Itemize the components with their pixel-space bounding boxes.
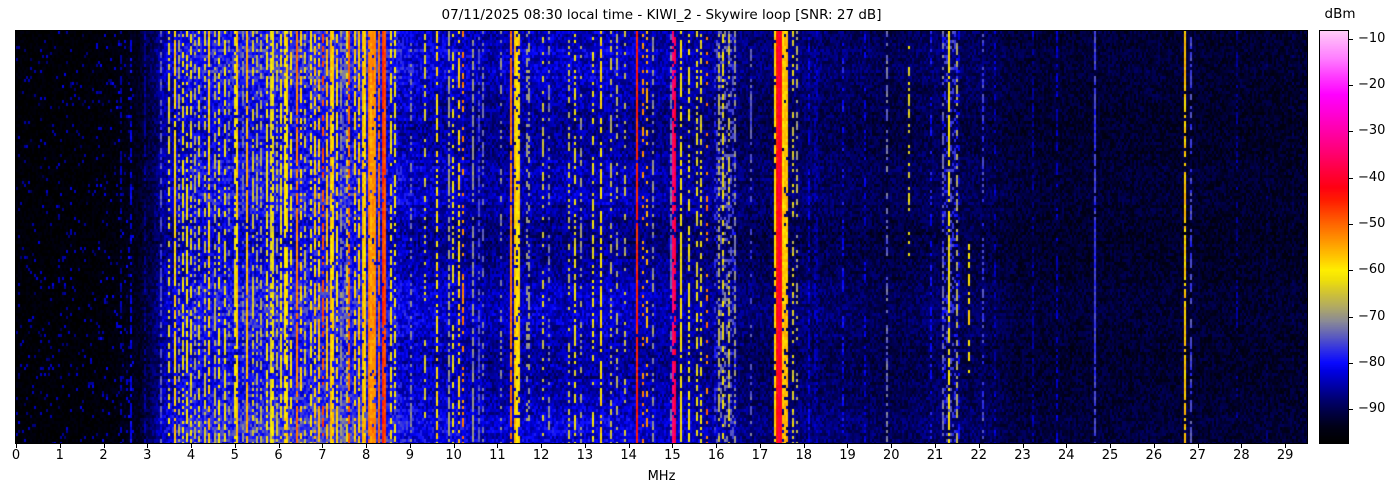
colorbar-tick-mark: [1348, 409, 1353, 411]
colorbar-tick-mark: [1348, 177, 1353, 179]
x-tick-label: 10: [445, 448, 462, 463]
x-tick-label: 21: [926, 448, 944, 463]
x-tick-mark: [1066, 444, 1068, 448]
x-tick-label: 17: [751, 448, 769, 463]
x-tick-label: 24: [1058, 448, 1075, 463]
colorbar-tick-label: −90: [1358, 401, 1386, 417]
x-tick-label: 19: [839, 448, 856, 463]
x-tick-label: 28: [1233, 448, 1250, 463]
x-tick-mark: [16, 444, 17, 448]
x-tick-mark: [147, 444, 149, 448]
x-tick-mark: [322, 444, 324, 448]
colorbar-tick-label: −50: [1358, 216, 1386, 232]
x-tick-label: 11: [489, 448, 506, 463]
spectrogram-canvas: [16, 31, 1307, 443]
x-tick-label: 13: [576, 448, 594, 463]
x-axis-label: MHz: [647, 469, 676, 484]
colorbar-tick-mark: [1348, 270, 1353, 272]
x-tick-label: 22: [970, 448, 988, 463]
colorbar-tick-label: −30: [1358, 123, 1386, 139]
x-tick-mark: [1153, 444, 1155, 448]
x-tick-label: 1: [55, 448, 64, 463]
x-tick-label: 2: [99, 448, 108, 463]
x-tick-label: 3: [143, 448, 152, 463]
x-tick-mark: [803, 444, 805, 448]
x-tick-label: 20: [882, 448, 900, 463]
x-tick-label: 12: [532, 448, 550, 463]
colorbar-tick-label: −10: [1358, 30, 1386, 46]
x-tick-label: 14: [620, 448, 637, 463]
x-tick-mark: [1110, 444, 1112, 448]
x-tick-mark: [672, 444, 674, 448]
colorbar-tick-label: −40: [1358, 169, 1386, 185]
x-tick-mark: [1197, 444, 1199, 448]
colorbar-tick-mark: [1348, 224, 1353, 226]
colorbar-label: dBm: [1324, 6, 1356, 22]
x-tick-mark: [1285, 444, 1287, 448]
x-tick-mark: [103, 444, 105, 448]
x-tick-label: 7: [318, 448, 327, 463]
colorbar-tick-label: −80: [1358, 354, 1386, 370]
x-tick-label: 16: [707, 448, 725, 463]
x-tick-label: 5: [230, 448, 239, 463]
chart-title: 07/11/2025 08:30 local time - KIWI_2 - S…: [441, 7, 882, 23]
x-tick-mark: [541, 444, 543, 448]
x-tick-mark: [847, 444, 849, 448]
x-tick-label: 23: [1014, 448, 1031, 463]
x-tick-mark: [191, 444, 193, 448]
x-tick-mark: [409, 444, 411, 448]
x-tick-mark: [1022, 444, 1024, 448]
x-tick-label: 18: [795, 448, 812, 463]
x-tick-label: 26: [1145, 448, 1163, 463]
x-tick-label: 8: [361, 448, 371, 463]
x-tick-mark: [453, 444, 455, 448]
plot-area: [15, 30, 1308, 444]
x-tick-mark: [584, 444, 586, 448]
x-tick-label: 27: [1189, 448, 1206, 463]
x-tick-mark: [935, 444, 937, 448]
colorbar-tick-mark: [1348, 316, 1353, 318]
colorbar-tick-mark: [1348, 362, 1353, 364]
x-tick-mark: [891, 444, 893, 448]
x-tick-mark: [1241, 444, 1243, 448]
x-tick-label: 4: [186, 448, 196, 463]
x-tick-mark: [366, 444, 368, 448]
colorbar-tick-label: −70: [1358, 308, 1386, 324]
colorbar-tick-label: −60: [1358, 262, 1386, 278]
x-tick-mark: [497, 444, 499, 448]
x-tick-label: 6: [274, 448, 283, 463]
x-tick-label: 25: [1101, 448, 1119, 463]
x-tick-mark: [978, 444, 980, 448]
x-tick-mark: [759, 444, 761, 448]
x-tick-mark: [234, 444, 236, 448]
x-tick-label: 9: [405, 448, 414, 463]
colorbar-tick-label: −20: [1358, 77, 1386, 93]
colorbar: [1319, 30, 1349, 444]
x-tick-mark: [278, 444, 280, 448]
colorbar-tick-mark: [1348, 85, 1353, 87]
x-tick-mark: [628, 444, 630, 448]
colorbar-tick-mark: [1348, 38, 1353, 40]
x-tick-mark: [716, 444, 718, 448]
colorbar-canvas: [1320, 31, 1348, 443]
x-tick-label: 15: [664, 448, 681, 463]
colorbar-tick-mark: [1348, 131, 1353, 133]
x-tick-label: 0: [11, 448, 21, 463]
x-tick-label: 29: [1276, 448, 1294, 463]
x-tick-mark: [59, 444, 61, 448]
